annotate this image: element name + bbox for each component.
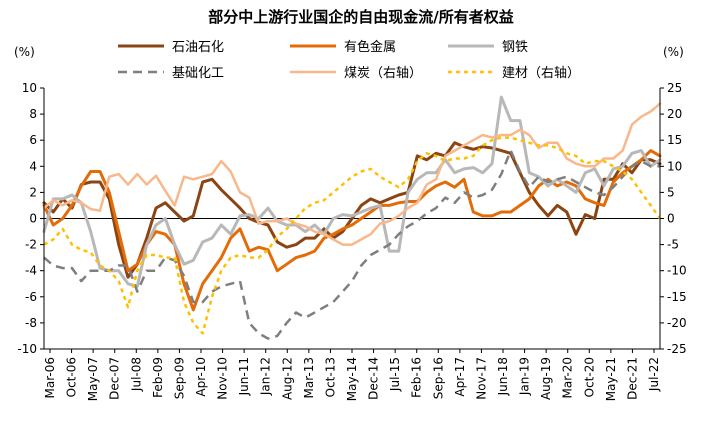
x-tick-label: Jan-12 [259,357,273,396]
right-y-tick-label: 5 [667,185,675,199]
chart-title: 部分中上游行业国企的自由现金流/所有者权益 [208,8,513,26]
x-tick-label: May-21 [604,357,618,401]
legend-label-5: 建材（右轴） [502,66,580,81]
left-y-tick-label: 8 [29,107,37,121]
axis-layer: 1086420-2-4-6-8-102520151050-5-10-15-20-… [17,81,686,401]
left-y-tick-label: -8 [25,316,37,330]
x-tick-label: Nov-10 [216,357,230,400]
x-tick-label: Apr-17 [453,357,467,397]
x-tick-label: Oct-06 [65,357,79,397]
legend-label-1: 有色金属 [344,39,396,55]
legend-label-0: 石油石化 [172,40,224,55]
left-y-tick-label: -6 [25,290,37,304]
right-y-tick-label: 15 [667,133,682,147]
x-tick-label: Aug-19 [539,357,553,400]
x-tick-label: Jul-08 [129,357,143,392]
legend-label-3: 基础化工 [172,66,224,81]
left-y-tick-label: 2 [29,185,37,199]
x-tick-label: Apr-10 [194,357,208,397]
x-tick-label: Mar-13 [302,357,316,398]
left-axis-unit: (%) [14,45,35,59]
x-tick-label: Oct-13 [323,357,337,397]
right-y-tick-label: 10 [667,159,682,173]
right-y-tick-label: -25 [667,342,687,356]
left-y-tick-label: -4 [25,264,37,278]
x-tick-label: May-14 [345,357,359,401]
series-layer [42,95,662,340]
right-y-tick-label: 20 [667,107,682,121]
left-y-tick-label: 6 [29,133,37,147]
x-tick-label: Jul-15 [388,357,402,392]
right-y-tick-label: 0 [667,212,675,226]
right-y-tick-label: -5 [667,238,679,252]
right-axis-unit: (%) [663,45,684,59]
x-tick-label: Jul-22 [647,357,661,392]
x-tick-label: Feb-16 [410,357,424,398]
x-tick-label: Dec-07 [108,357,122,400]
right-y-tick-label: -20 [667,316,687,330]
x-tick-label: Dec-14 [367,357,381,400]
left-y-tick-label: 10 [22,81,37,95]
right-y-tick-label: -15 [667,290,687,304]
series-line-4 [42,102,662,246]
x-tick-label: Jun-11 [237,357,251,396]
right-y-tick-label: -10 [667,264,687,278]
x-tick-label: Jun-18 [496,357,510,396]
legend-label-2: 钢铁 [502,40,528,55]
x-tick-label: Oct-20 [582,357,596,397]
x-tick-label: Mar-20 [561,357,575,398]
right-y-tick-label: 25 [667,81,682,95]
series-line-2 [42,95,662,288]
left-y-tick-label: 4 [29,159,37,173]
x-tick-label: Nov-17 [474,357,488,400]
series-line-0 [42,141,662,279]
left-y-tick-label: -2 [25,238,37,252]
x-tick-label: May-07 [86,357,100,401]
series-line-3 [43,149,660,340]
x-tick-label: Jan-19 [518,357,532,396]
x-tick-label: Aug-12 [280,357,294,400]
x-tick-label: Dec-21 [625,357,639,400]
x-tick-label: Mar-06 [43,357,57,398]
x-tick-label: Feb-09 [151,357,165,398]
legend-label-4: 煤炭（右轴） [344,66,422,81]
x-tick-label: Sep-09 [172,357,186,399]
left-y-tick-label: -10 [17,342,37,356]
x-tick-label: Sep-16 [431,357,445,399]
left-y-tick-label: 0 [29,212,37,226]
series-line-5 [43,136,662,335]
